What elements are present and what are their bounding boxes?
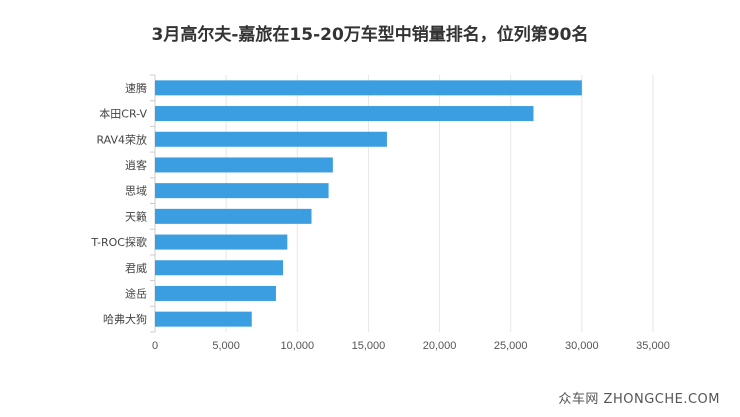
x-tick-label: 20,000 — [423, 340, 457, 352]
bar — [155, 234, 288, 250]
category-label: 速腾 — [125, 81, 147, 95]
bar — [155, 208, 312, 224]
category-label: 逍客 — [125, 158, 147, 172]
x-tick-label: 10,000 — [280, 340, 314, 352]
bar — [155, 80, 582, 96]
category-label: 君威 — [125, 262, 147, 275]
bar — [155, 131, 387, 147]
bar — [155, 260, 284, 276]
x-tick-label: 25,000 — [494, 340, 528, 352]
x-tick-label: 30,000 — [565, 340, 599, 352]
x-tick-labels: 0 5,000 10,000 15,000 20,000 25,000 30,000 35,0… — [152, 340, 670, 352]
watermark: 众车网 ZHONGCHE.COM — [558, 392, 720, 407]
category-label: 思域 — [125, 185, 147, 198]
axes — [150, 74, 156, 333]
category-label: T-ROC探歌 — [90, 235, 147, 249]
category-label: 天籁 — [125, 209, 147, 223]
x-tick-label: 35,000 — [636, 340, 670, 352]
category-label: RAV4荣放 — [96, 132, 147, 146]
bar — [155, 183, 329, 199]
x-tick-label: 5,000 — [212, 340, 240, 352]
bars — [155, 80, 582, 327]
category-label: 途岳 — [125, 286, 147, 300]
bar — [155, 106, 534, 122]
x-tick-label: 15,000 — [352, 340, 386, 352]
bar — [155, 285, 276, 301]
chart-title: 3月高尔夫-嘉旅在15-20万车型中销量排名，位列第90名 — [151, 25, 589, 45]
bar — [155, 311, 252, 327]
category-label: 本田CR-V — [99, 107, 147, 121]
bar — [155, 157, 333, 173]
category-label: 哈弗大狗 — [103, 312, 147, 326]
x-tick-label: 0 — [152, 340, 158, 352]
